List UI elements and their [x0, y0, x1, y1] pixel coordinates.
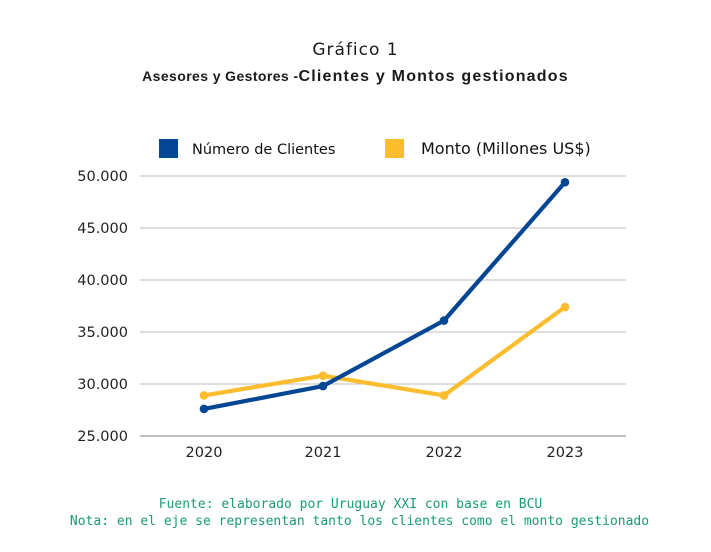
- x-tick-label: 2022: [426, 445, 463, 461]
- x-tick-label: 2023: [547, 445, 584, 461]
- y-tick-label: 45.000: [77, 221, 128, 237]
- y-tick-label: 25.000: [77, 429, 128, 445]
- data-point: [318, 381, 328, 391]
- chart-subtitle-part1: Asesores y Gestores -: [142, 68, 299, 84]
- chart-title: Gráfico 1: [312, 40, 399, 60]
- series-line: [201, 304, 568, 398]
- y-tick-label: 50.000: [77, 169, 128, 185]
- y-tick-label: 30.000: [77, 377, 128, 393]
- series-line: [201, 180, 568, 412]
- data-point: [439, 316, 449, 325]
- data-point: [199, 404, 209, 414]
- data-point: [439, 391, 449, 400]
- legend-label: Número de Clientes: [192, 142, 335, 158]
- series-lines: [199, 177, 570, 414]
- data-point: [560, 302, 570, 312]
- chart-subtitle: Asesores y Gestores -Clientes y Montos g…: [0, 68, 711, 86]
- axis-note: Nota: en el eje se representan tanto los…: [69, 514, 650, 529]
- x-tick-label: 2020: [186, 445, 223, 461]
- data-point: [199, 391, 209, 400]
- legend: Número de Clientes Monto (Millones US$): [159, 139, 591, 158]
- legend-swatch: [159, 139, 178, 158]
- data-point: [560, 177, 570, 187]
- y-tick-label: 40.000: [77, 273, 128, 289]
- data-point: [318, 371, 328, 380]
- grid-lines: [140, 175, 626, 437]
- legend-label: Monto (Millones US$): [421, 139, 591, 158]
- x-tick-label: 2021: [305, 445, 342, 461]
- source-note: Fuente: elaborado por Uruguay XXI con ba…: [158, 497, 543, 512]
- chart-subtitle-part2: Clientes y Montos gestionados: [298, 68, 569, 85]
- x-tick-labels: 2020 2021 2022 2023: [186, 445, 584, 461]
- y-tick-labels: 25.000 30.000 35.000 40.000 45.000 50.000: [77, 169, 128, 445]
- y-tick-label: 35.000: [77, 325, 128, 341]
- legend-swatch: [385, 139, 404, 158]
